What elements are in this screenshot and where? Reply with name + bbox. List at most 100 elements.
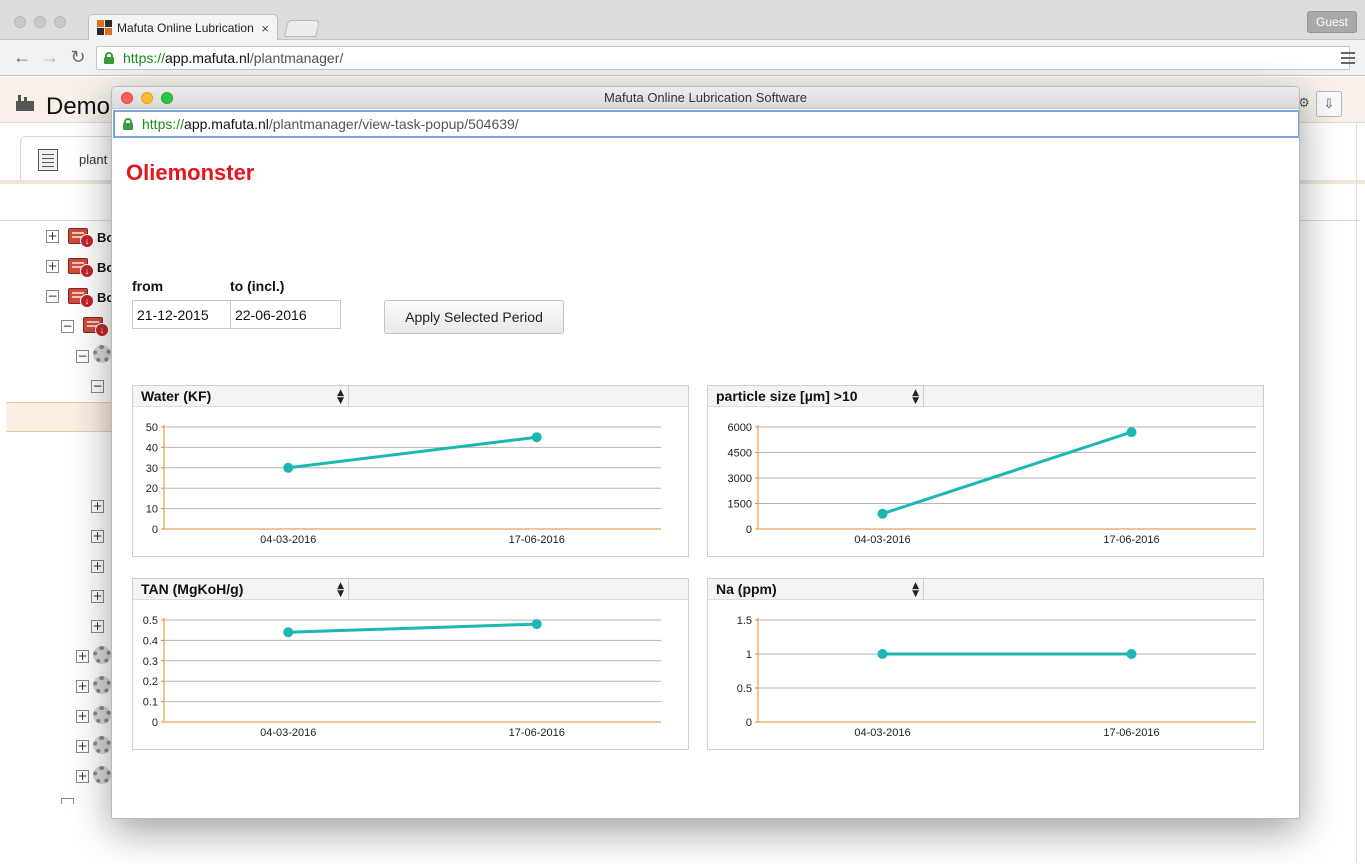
window-minimize-button[interactable] <box>34 16 46 28</box>
gear-icon <box>93 343 119 367</box>
tree-selected-row[interactable] <box>6 402 116 432</box>
y-tick-label: 0.2 <box>143 676 158 688</box>
popup-zoom-button[interactable] <box>161 92 173 104</box>
tree-expand-toggle[interactable]: + <box>46 259 59 273</box>
settings-icon[interactable]: ⚙ <box>1298 95 1310 110</box>
popup-address-bar[interactable]: https://app.mafuta.nl/plantmanager/view-… <box>113 110 1299 138</box>
tree-expand-toggle[interactable]: + <box>76 679 89 693</box>
browser-tab[interactable]: Mafuta Online Lubrication Software × <box>88 14 278 41</box>
tree-expand-toggle[interactable]: + <box>91 619 104 633</box>
line-chart-water: 0 10 20 30 40 50 04-03-2016 17-06-2016 <box>146 422 661 546</box>
x-tick-label: 04-03-2016 <box>854 534 910 546</box>
apply-period-button[interactable]: Apply Selected Period <box>384 300 564 334</box>
data-point <box>283 627 294 638</box>
data-point <box>1126 649 1137 659</box>
tree-item-label[interactable]: Bo <box>97 290 115 305</box>
url-host: app.mafuta.nl <box>165 50 250 66</box>
address-bar[interactable]: https://app.mafuta.nl/plantmanager/ <box>96 46 1350 70</box>
parameter-select[interactable]: Water (KF) ▲ ▼ <box>133 386 349 407</box>
tree-expand-toggle[interactable]: + <box>76 769 89 783</box>
y-tick-label: 0.4 <box>143 635 158 647</box>
page-title: Oliemonster <box>126 160 255 185</box>
new-tab-button[interactable] <box>284 20 320 37</box>
parameter-select[interactable]: particle size [µm] >10 ▲ ▼ <box>708 386 924 407</box>
window-zoom-button[interactable] <box>54 16 66 28</box>
chart-panel-particle-size: particle size [µm] >10 ▲ ▼ 0 1500 3000 4500 6… <box>707 385 1264 557</box>
gear-icon <box>93 704 119 728</box>
to-label: to (incl.) <box>230 278 285 294</box>
back-arrow-icon[interactable]: ← <box>13 47 31 67</box>
y-tick-label: 0 <box>746 717 752 729</box>
tree-collapse-toggle[interactable]: − <box>91 379 104 393</box>
browser-menu-icon[interactable] <box>1341 52 1355 67</box>
close-tab-icon[interactable]: × <box>261 20 269 36</box>
y-tick-label: 4500 <box>728 448 752 460</box>
browser-tab-title: Mafuta Online Lubrication Software <box>117 21 257 35</box>
tree-expand-toggle[interactable]: + <box>91 589 104 603</box>
y-tick-label: 0 <box>152 524 158 536</box>
task-popup-window: Mafuta Online Lubrication Software https… <box>111 86 1300 819</box>
tree-collapse-toggle[interactable]: − <box>61 319 74 333</box>
y-tick-label: 3000 <box>728 473 752 485</box>
popup-window-title: Mafuta Online Lubrication Software <box>603 90 808 105</box>
app-tab-plant[interactable] <box>20 136 130 182</box>
popup-url-host: app.mafuta.nl <box>184 116 269 132</box>
tree-item-label[interactable]: Bo <box>97 230 115 245</box>
data-point <box>1126 427 1137 438</box>
factory-icon <box>16 95 34 111</box>
y-tick-label: 20 <box>146 483 158 495</box>
data-point <box>877 508 888 519</box>
data-point <box>877 649 888 659</box>
chart-panel-header: Na (ppm) ▲ ▼ <box>708 579 1263 600</box>
tree-expand-toggle[interactable]: + <box>76 739 89 753</box>
url-path: /plantmanager/ <box>249 50 344 66</box>
tree-collapse-toggle[interactable]: − <box>46 289 59 303</box>
from-date-input[interactable] <box>132 300 231 329</box>
parameter-select[interactable]: Na (ppm) ▲ ▼ <box>708 579 924 600</box>
y-tick-label: 0 <box>746 524 752 536</box>
y-tick-label: 1500 <box>728 499 752 511</box>
window-close-button[interactable] <box>14 16 26 28</box>
tree-expand-toggle[interactable]: + <box>91 529 104 543</box>
y-tick-label: 50 <box>146 422 158 434</box>
forward-arrow-icon[interactable]: → <box>41 47 59 67</box>
logout-icon[interactable]: ⇩ <box>1316 91 1342 117</box>
parameter-select-value: particle size [µm] >10 <box>716 388 858 404</box>
tree-expand-toggle[interactable]: + <box>91 499 104 513</box>
app-tab-label: plant <box>79 152 108 167</box>
parameter-select[interactable]: TAN (MgKoH/g) ▲ ▼ <box>133 579 349 600</box>
x-tick-label: 17-06-2016 <box>1103 727 1159 739</box>
reload-icon[interactable]: ↻ <box>70 47 86 67</box>
cabinet-icon: ↓ <box>68 224 94 248</box>
select-arrows-icon: ▲ ▼ <box>337 388 344 406</box>
cabinet-icon: ↓ <box>83 313 109 337</box>
parameter-select-value: Water (KF) <box>141 388 212 404</box>
tree-expand-toggle[interactable] <box>61 798 74 804</box>
popup-title-bar: Mafuta Online Lubrication Software <box>112 87 1299 109</box>
browser-tab-strip: Mafuta Online Lubrication Software × Gue… <box>0 0 1365 41</box>
popup-close-button[interactable] <box>121 92 133 104</box>
tree-expand-toggle[interactable]: + <box>91 559 104 573</box>
x-tick-label: 17-06-2016 <box>1103 534 1159 546</box>
popup-minimize-button[interactable] <box>141 92 153 104</box>
data-point <box>531 432 542 443</box>
series-line <box>288 435 537 470</box>
y-tick-label: 6000 <box>728 422 752 434</box>
tree-collapse-toggle[interactable]: − <box>76 349 89 363</box>
popup-url-path: /plantmanager/view-task-popup/504639/ <box>268 116 519 132</box>
tree-item-label[interactable]: Bo <box>97 260 115 275</box>
data-point <box>283 462 294 473</box>
parameter-select-value: TAN (MgKoH/g) <box>141 581 244 597</box>
tree-expand-toggle[interactable]: + <box>46 229 59 243</box>
app-title: Demo <box>46 93 111 120</box>
x-tick-label: 17-06-2016 <box>509 727 565 739</box>
select-arrows-icon: ▲ ▼ <box>912 388 919 406</box>
to-date-input[interactable] <box>230 300 341 329</box>
chart-panel-na: Na (ppm) ▲ ▼ 0 0.5 1 1.5 04-03-2016 17-06-2016 <box>707 578 1264 750</box>
guest-profile-button[interactable]: Guest <box>1306 11 1357 33</box>
x-tick-label: 17-06-2016 <box>509 534 565 546</box>
tree-expand-toggle[interactable]: + <box>76 649 89 663</box>
y-tick-label: 1 <box>746 649 752 661</box>
tree-expand-toggle[interactable]: + <box>76 709 89 723</box>
y-tick-label: 30 <box>146 463 158 475</box>
